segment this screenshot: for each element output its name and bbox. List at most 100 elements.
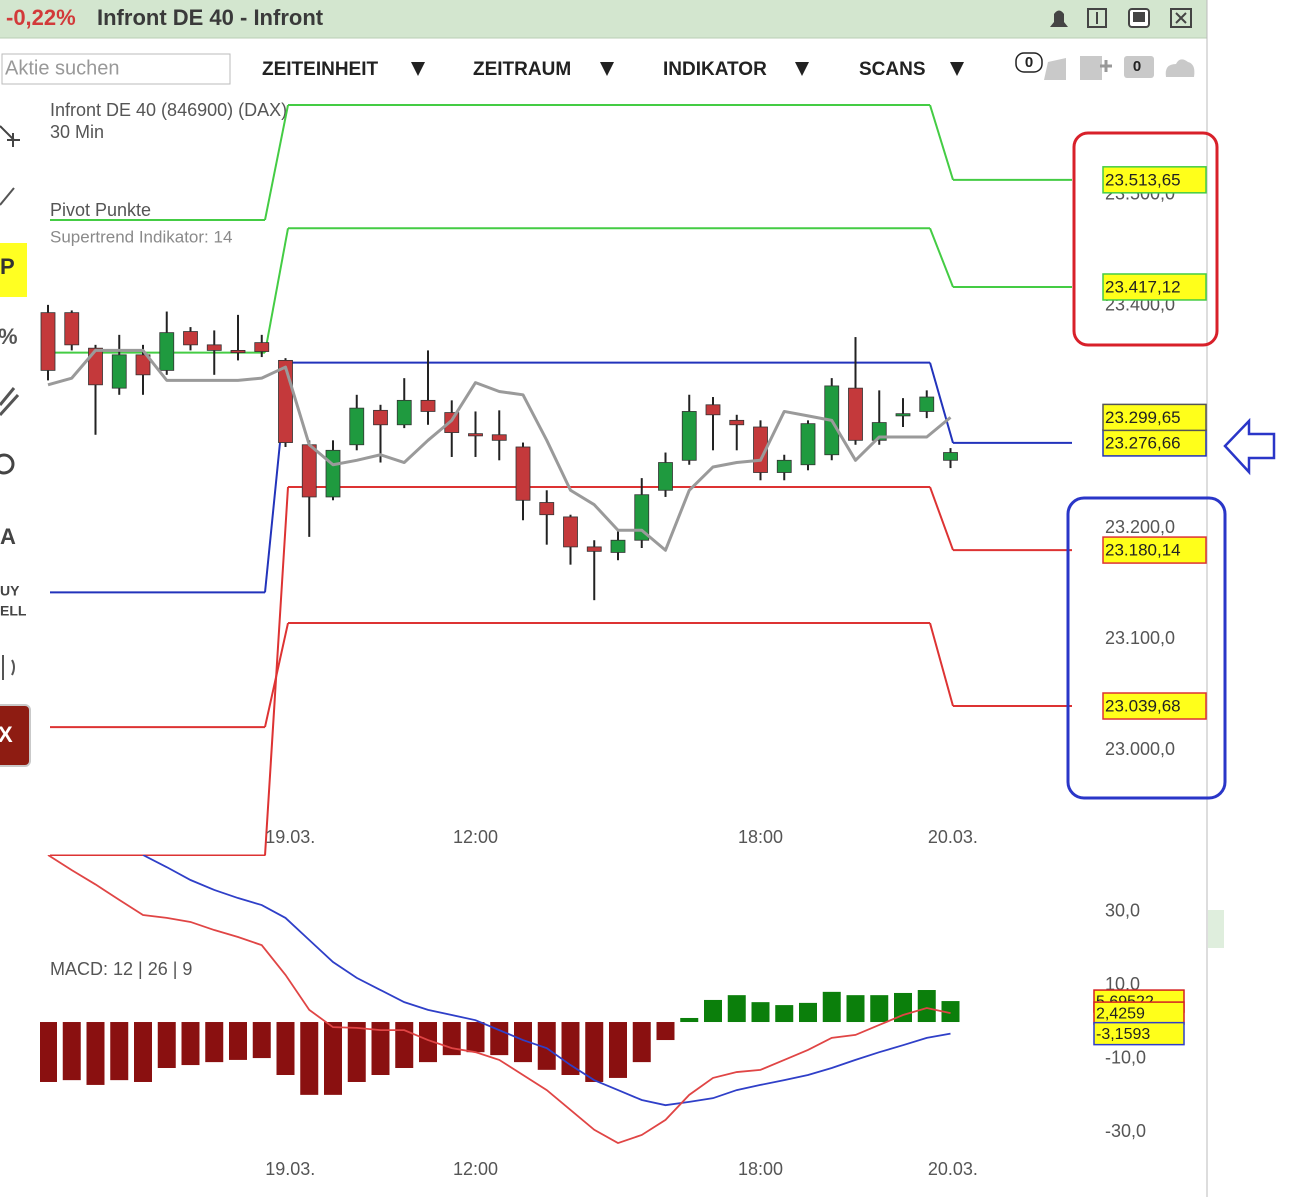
candle-body xyxy=(396,399,412,426)
menu-arrow[interactable] xyxy=(795,62,809,76)
histogram-bar xyxy=(870,995,889,1023)
search-input[interactable] xyxy=(1,53,231,85)
alarm-icon[interactable] xyxy=(1050,10,1068,28)
pivot-step xyxy=(264,104,289,221)
menu-item[interactable]: ZEITRAUM xyxy=(473,59,571,80)
histogram-bar xyxy=(846,995,865,1023)
candle-body xyxy=(943,452,958,461)
histogram-bar xyxy=(514,1022,532,1063)
price-label: 23.276,66 xyxy=(1105,433,1181,452)
candle-body xyxy=(325,449,341,498)
value-label: 2,4259 xyxy=(1096,1005,1145,1022)
histogram-bar xyxy=(894,992,912,1023)
badge-count: 0 xyxy=(1133,58,1141,75)
x-tick-label: 12:00 xyxy=(453,827,498,847)
histogram-bar xyxy=(727,995,746,1023)
price-plot xyxy=(40,104,1072,856)
histogram-bar xyxy=(276,1022,295,1075)
histogram-bar xyxy=(490,1022,509,1056)
candle-body xyxy=(111,354,127,389)
percent-tool[interactable]: % xyxy=(0,324,18,349)
pointer-arrow xyxy=(1223,417,1276,476)
macd-line xyxy=(47,855,951,1145)
price-label-box xyxy=(1102,536,1207,564)
histogram-bar xyxy=(134,1022,152,1082)
badge xyxy=(1015,52,1043,73)
sound-tool[interactable] xyxy=(2,655,15,680)
menu-item[interactable]: SCANS xyxy=(859,59,926,80)
instrument-name: Infront DE 40 (846900) (DAX) xyxy=(50,100,287,120)
histogram-bar xyxy=(324,1022,342,1095)
histogram-bar xyxy=(799,1002,817,1023)
line-tool[interactable] xyxy=(0,187,15,206)
histogram-bar xyxy=(300,1022,319,1095)
histogram-bar xyxy=(442,1022,461,1056)
channel-tool[interactable] xyxy=(0,387,20,417)
text-tool[interactable]: A xyxy=(0,524,16,549)
cloud-icon[interactable] xyxy=(1165,59,1195,77)
title-bar xyxy=(0,0,1207,38)
histogram-bar xyxy=(419,1022,437,1063)
histogram-bar xyxy=(229,1022,247,1060)
menu-arrow[interactable] xyxy=(950,62,964,76)
watchlist-icon[interactable] xyxy=(1080,56,1102,80)
y-tick-label: 23.000,0 xyxy=(1105,739,1175,759)
window-button[interactable] xyxy=(1087,8,1107,28)
delete-button[interactable] xyxy=(0,704,31,767)
maximize-glyph xyxy=(1133,12,1145,22)
pivot-tool[interactable]: P xyxy=(0,254,15,279)
delete-button-label: X xyxy=(0,722,13,747)
pivot-step xyxy=(929,227,954,288)
histogram-bar xyxy=(561,1022,580,1075)
histogram-bar xyxy=(585,1022,604,1082)
value-label: -3,1593 xyxy=(1096,1026,1150,1043)
candle-body xyxy=(610,539,626,553)
pivot-step xyxy=(929,486,954,551)
candle-body xyxy=(848,387,863,441)
histogram-bar xyxy=(822,991,841,1023)
pivot-step xyxy=(929,104,954,181)
price-label: 23.417,12 xyxy=(1105,277,1181,296)
candle-body xyxy=(349,407,365,446)
macd-legend: MACD: 12 | 26 | 9 xyxy=(50,959,192,979)
supertrend-line xyxy=(47,348,952,552)
axes: 23.000,023.100,023.200,023.300,023.400,0… xyxy=(265,166,1207,1179)
histogram-bar xyxy=(656,1022,675,1041)
news-icon[interactable] xyxy=(1044,58,1066,80)
histogram-bar xyxy=(395,1022,414,1069)
menu-item[interactable]: ZEITEINHEIT xyxy=(262,59,379,80)
highlight-box xyxy=(1072,131,1219,347)
candle-body xyxy=(681,411,697,461)
menu-arrow[interactable] xyxy=(411,62,425,76)
sell-tool[interactable]: ELL xyxy=(0,603,27,619)
price-label-box xyxy=(1102,692,1207,720)
menu-item[interactable]: INDIKATOR xyxy=(663,59,767,80)
circle-tool[interactable] xyxy=(0,453,15,475)
histogram-bar xyxy=(941,1001,960,1023)
histogram-bar xyxy=(205,1022,224,1063)
close-button[interactable] xyxy=(1170,8,1192,28)
candle-body xyxy=(729,419,745,426)
candle-body xyxy=(301,444,317,498)
buy-tool[interactable]: UY xyxy=(0,583,20,599)
histogram-bar xyxy=(704,999,722,1023)
crosshair-tool[interactable] xyxy=(0,125,20,147)
histogram-bar xyxy=(751,1002,770,1023)
close-glyph xyxy=(1175,12,1187,24)
value-label-box xyxy=(1093,1021,1185,1046)
histogram-bar xyxy=(252,1022,271,1059)
pivot-tool-bg[interactable] xyxy=(0,243,27,297)
badge xyxy=(1124,56,1154,78)
candle-body xyxy=(206,344,222,351)
histogram-bar xyxy=(609,1022,627,1078)
candle-body xyxy=(515,446,531,501)
price-label: 23.180,14 xyxy=(1105,541,1181,560)
y-tick-label: -10,0 xyxy=(1105,1048,1146,1068)
candle-body xyxy=(468,433,483,437)
histogram-bar xyxy=(181,1022,200,1066)
histogram-bar xyxy=(157,1022,176,1069)
candle-body xyxy=(895,413,911,417)
menu-arrow[interactable] xyxy=(600,62,614,76)
candle-body xyxy=(278,359,293,443)
